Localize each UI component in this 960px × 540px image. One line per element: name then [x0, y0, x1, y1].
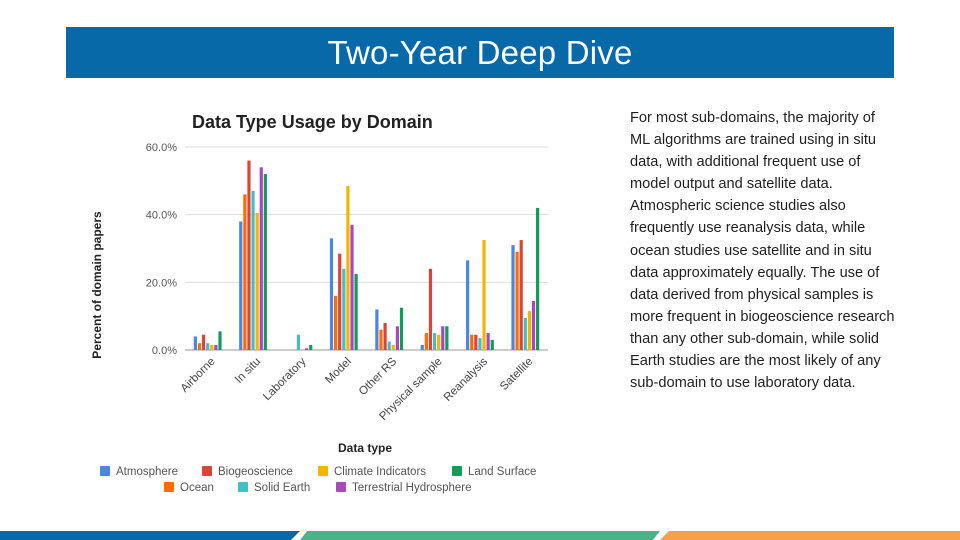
bar-in-situ-atmosphere — [239, 221, 242, 350]
bar-reanalysis-biogeoscience — [474, 335, 477, 350]
bar-model-land-surface — [355, 274, 358, 350]
bar-other-rs-solid-earth — [388, 342, 391, 350]
bar-other-rs-ocean — [379, 330, 382, 350]
y-tick-label: 40.0% — [146, 210, 177, 222]
legend-swatch — [452, 466, 462, 476]
bar-laboratory-solid-earth — [297, 335, 300, 350]
footer-stripe-orange — [660, 531, 960, 540]
bar-satellite-atmosphere — [511, 245, 514, 350]
x-tick-label: Reanalysis — [442, 355, 490, 403]
chart-legend: Atmosphere Biogeoscience Climate Indicator… — [100, 466, 536, 494]
bar-other-rs-climate-indicators — [392, 345, 395, 350]
bar-other-rs-terrestrial-hydrosphere — [396, 326, 399, 350]
legend-label: Land Surface — [468, 466, 536, 478]
bar-in-situ-ocean — [243, 194, 246, 350]
y-tick-label: 0.0% — [152, 345, 177, 357]
bar-other-rs-atmosphere — [375, 309, 378, 350]
bar-airborne-biogeoscience — [202, 335, 205, 350]
x-tick-label: Satellite — [498, 356, 535, 393]
bar-physical-sample-ocean — [425, 333, 428, 350]
legend-label: Atmosphere — [116, 466, 178, 478]
bar-satellite-ocean — [516, 252, 519, 350]
bar-model-terrestrial-hydrosphere — [350, 225, 353, 350]
chart-title: Data Type Usage by Domain — [192, 112, 433, 132]
legend-swatch — [238, 482, 248, 492]
bar-model-solid-earth — [342, 269, 345, 350]
bar-physical-sample-land-surface — [445, 326, 448, 350]
bar-physical-sample-climate-indicators — [437, 335, 440, 350]
footer-stripe-blue — [0, 531, 300, 540]
bar-satellite-land-surface — [536, 208, 539, 350]
y-tick-label: 20.0% — [146, 277, 177, 289]
bar-reanalysis-terrestrial-hydrosphere — [487, 333, 490, 350]
bar-reanalysis-ocean — [470, 335, 473, 350]
bar-laboratory-land-surface — [309, 345, 312, 350]
legend-swatch — [336, 482, 346, 492]
bar-airborne-atmosphere — [194, 336, 197, 350]
legend-label: Solid Earth — [254, 482, 310, 494]
bar-model-atmosphere — [330, 238, 333, 350]
bar-airborne-solid-earth — [206, 343, 209, 350]
footer-stripe — [0, 531, 960, 540]
footer-stripe-green — [300, 531, 660, 540]
legend-swatch — [164, 482, 174, 492]
y-tick-label: 60.0% — [146, 142, 177, 154]
bar-in-situ-terrestrial-hydrosphere — [260, 167, 263, 350]
bar-in-situ-solid-earth — [251, 191, 254, 350]
chart-y-axis-label: Percent of domain papers — [90, 211, 104, 359]
bar-physical-sample-atmosphere — [421, 345, 424, 350]
bar-laboratory-terrestrial-hydrosphere — [305, 348, 308, 350]
legend-label: Biogeoscience — [218, 466, 293, 478]
bar-airborne-ocean — [198, 343, 201, 350]
legend-swatch — [202, 466, 212, 476]
slide-title: Two-Year Deep Dive — [327, 34, 632, 72]
legend-label: Ocean — [180, 482, 214, 494]
bar-satellite-solid-earth — [524, 318, 527, 350]
bar-physical-sample-solid-earth — [433, 333, 436, 350]
legend-swatch — [318, 466, 328, 476]
bar-satellite-biogeoscience — [520, 240, 523, 350]
bar-physical-sample-terrestrial-hydrosphere — [441, 326, 444, 350]
bar-model-ocean — [334, 296, 337, 350]
bar-model-biogeoscience — [338, 254, 341, 350]
x-tick-label: In situ — [233, 356, 263, 386]
x-tick-label: Laboratory — [261, 355, 309, 403]
legend-label: Climate Indicators — [334, 466, 426, 478]
bar-airborne-terrestrial-hydrosphere — [214, 345, 217, 350]
legend-swatch — [100, 466, 110, 476]
x-tick-label: Airborne — [179, 356, 218, 395]
bar-chart: Data Type Usage by Domain Percent of dom… — [80, 100, 560, 510]
bar-in-situ-land-surface — [264, 174, 267, 350]
slide-title-bar: Two-Year Deep Dive — [66, 27, 894, 78]
bar-reanalysis-climate-indicators — [482, 240, 485, 350]
bar-physical-sample-biogeoscience — [429, 269, 432, 350]
bar-other-rs-land-surface — [400, 308, 403, 350]
bar-reanalysis-land-surface — [491, 340, 494, 350]
x-tick-label: Other RS — [357, 355, 400, 398]
bar-model-climate-indicators — [346, 186, 349, 350]
chart-bars — [194, 161, 539, 350]
bar-satellite-terrestrial-hydrosphere — [532, 301, 535, 350]
bar-reanalysis-atmosphere — [466, 260, 469, 350]
legend-label: Terrestrial Hydrosphere — [352, 482, 472, 494]
bar-reanalysis-solid-earth — [478, 338, 481, 350]
bar-satellite-climate-indicators — [528, 311, 531, 350]
bar-in-situ-biogeoscience — [247, 161, 250, 350]
slide-body-text: For most sub-domains, the majority of ML… — [630, 107, 898, 394]
bar-airborne-climate-indicators — [210, 345, 213, 350]
chart-x-axis-label: Data type — [338, 441, 392, 455]
x-tick-label: Model — [323, 356, 354, 387]
bar-other-rs-biogeoscience — [383, 323, 386, 350]
bar-in-situ-climate-indicators — [256, 213, 259, 350]
bar-airborne-land-surface — [218, 331, 221, 350]
